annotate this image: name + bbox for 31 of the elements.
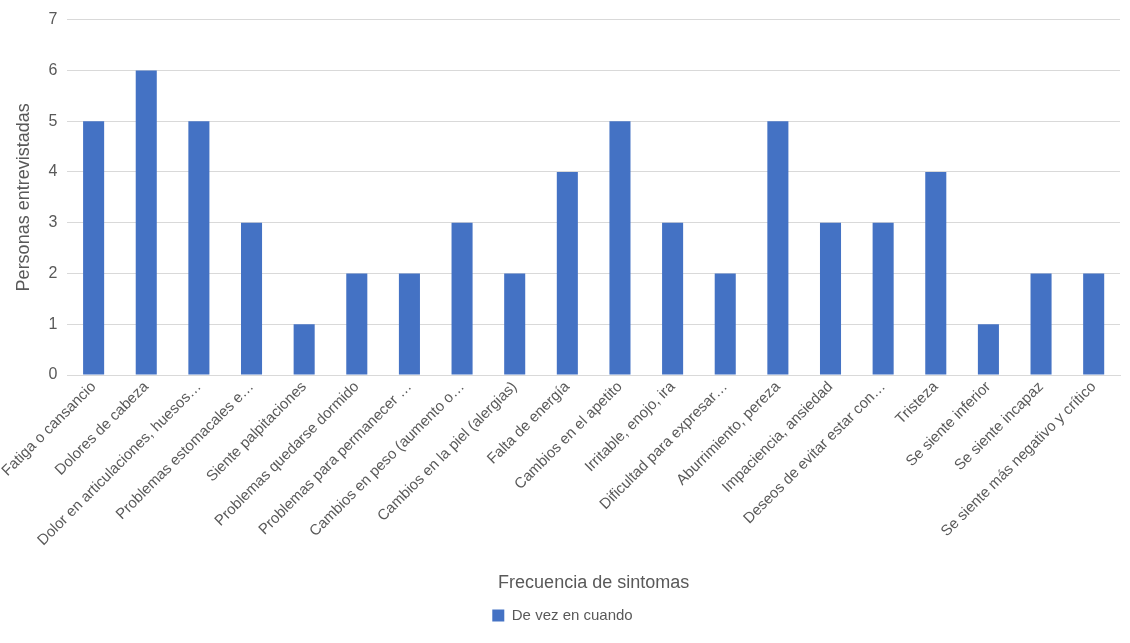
y-tick-label: 7 xyxy=(48,10,58,28)
y-axis-title: Personas entrevistadas xyxy=(12,103,33,292)
bar xyxy=(609,121,631,375)
bar xyxy=(767,121,789,375)
legend-label: De vez en cuando xyxy=(511,605,633,623)
bar xyxy=(398,273,420,375)
y-tick-label: 3 xyxy=(48,213,58,231)
bar xyxy=(135,70,157,375)
x-axis-title: Frecuencia de sintomas xyxy=(498,572,690,593)
bar xyxy=(872,222,894,375)
bar xyxy=(1030,273,1052,375)
bar xyxy=(977,324,999,375)
bar xyxy=(188,121,210,375)
bar xyxy=(346,273,368,375)
y-tick-label: 2 xyxy=(48,263,58,281)
y-tick-label: 6 xyxy=(48,60,58,78)
bar xyxy=(714,273,736,375)
bar xyxy=(819,222,842,375)
y-tick-label: 1 xyxy=(48,314,58,332)
bar xyxy=(504,273,526,375)
bar xyxy=(662,222,684,375)
bar xyxy=(83,121,105,375)
y-tick-label: 4 xyxy=(48,162,58,180)
bar xyxy=(1083,273,1105,375)
y-tick-label: 0 xyxy=(48,365,58,383)
bar xyxy=(241,222,263,375)
bar xyxy=(451,222,473,375)
y-tick-label: 5 xyxy=(48,111,58,129)
bar xyxy=(293,324,315,375)
bar xyxy=(925,171,947,375)
bar xyxy=(556,171,578,375)
